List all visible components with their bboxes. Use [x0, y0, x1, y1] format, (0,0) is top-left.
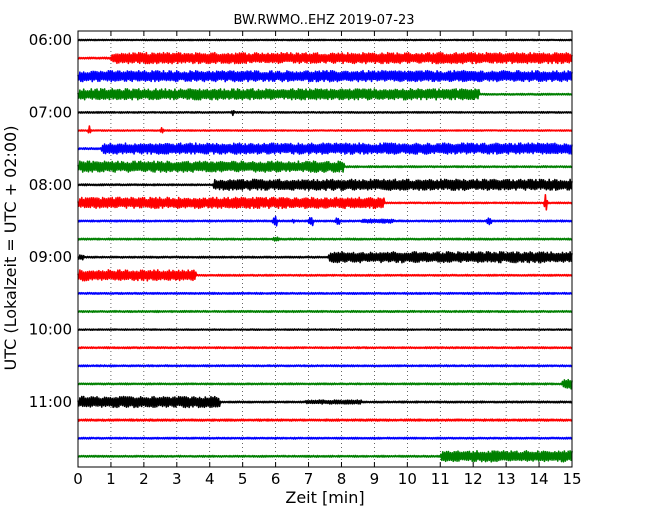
- trace-0745: [77, 160, 573, 173]
- chart-title: BW.RWMO..EHZ 2019-07-23: [233, 13, 414, 28]
- grid-lines: [110, 31, 540, 467]
- trace-1015: [77, 346, 573, 350]
- x-tick-label: 13: [497, 470, 516, 488]
- trace-0930: [77, 291, 573, 295]
- trace-0830: [77, 215, 573, 227]
- y-tick-label: 09:00: [29, 248, 72, 266]
- trace-0630: [77, 69, 573, 83]
- x-tick-label: 6: [271, 470, 281, 488]
- x-axis: 0 1 2 3 4 5 6 7 8 9 10 11 12 13 14 15: [73, 31, 582, 488]
- trace-1145: [77, 450, 573, 463]
- x-tick-label: 15: [562, 470, 581, 488]
- x-tick-label: 2: [139, 470, 149, 488]
- x-tick-label: 10: [398, 470, 417, 488]
- trace-0815: [77, 193, 573, 211]
- x-tick-label: 5: [238, 470, 248, 488]
- y-tick-label: 10:00: [29, 321, 72, 339]
- trace-0615: [77, 51, 573, 65]
- y-tick-label: 11:00: [29, 393, 72, 411]
- y-tick-label: 08:00: [29, 176, 72, 194]
- trace-1030: [77, 364, 573, 368]
- trace-1100: [77, 395, 573, 409]
- y-axis: 06:00 07:00 08:00 09:00 10:00 11:00: [29, 31, 572, 411]
- plot-frame: [77, 30, 573, 468]
- trace-0645: [77, 88, 573, 101]
- trace-1000: [77, 328, 573, 331]
- traces: [77, 38, 573, 463]
- trace-0945: [77, 309, 573, 314]
- trace-0700: [77, 109, 573, 117]
- trace-0900: [77, 251, 573, 264]
- x-tick-label: 0: [73, 470, 83, 488]
- trace-0915: [77, 269, 573, 282]
- x-tick-label: 7: [304, 470, 314, 488]
- y-tick-label: 06:00: [29, 31, 72, 49]
- trace-0730: [77, 142, 573, 155]
- x-tick-label: 3: [172, 470, 182, 488]
- x-tick-label: 14: [530, 470, 549, 488]
- trace-0800: [77, 178, 573, 192]
- trace-0715: [77, 125, 573, 134]
- x-tick-label: 12: [464, 470, 483, 488]
- trace-1045: [77, 378, 573, 390]
- x-axis-label: Zeit [min]: [285, 488, 364, 507]
- trace-0600: [77, 38, 573, 42]
- x-tick-label: 9: [370, 470, 380, 488]
- x-tick-label: 4: [205, 470, 215, 488]
- trace-0845: [77, 236, 573, 242]
- x-tick-label: 11: [431, 470, 450, 488]
- y-tick-label: 07:00: [29, 103, 72, 121]
- x-tick-label: 8: [337, 470, 347, 488]
- trace-1130: [77, 436, 573, 440]
- y-axis-label: UTC (Lokalzeit = UTC + 02:00): [1, 126, 20, 371]
- x-tick-label: 1: [106, 470, 116, 488]
- trace-1115: [77, 418, 573, 422]
